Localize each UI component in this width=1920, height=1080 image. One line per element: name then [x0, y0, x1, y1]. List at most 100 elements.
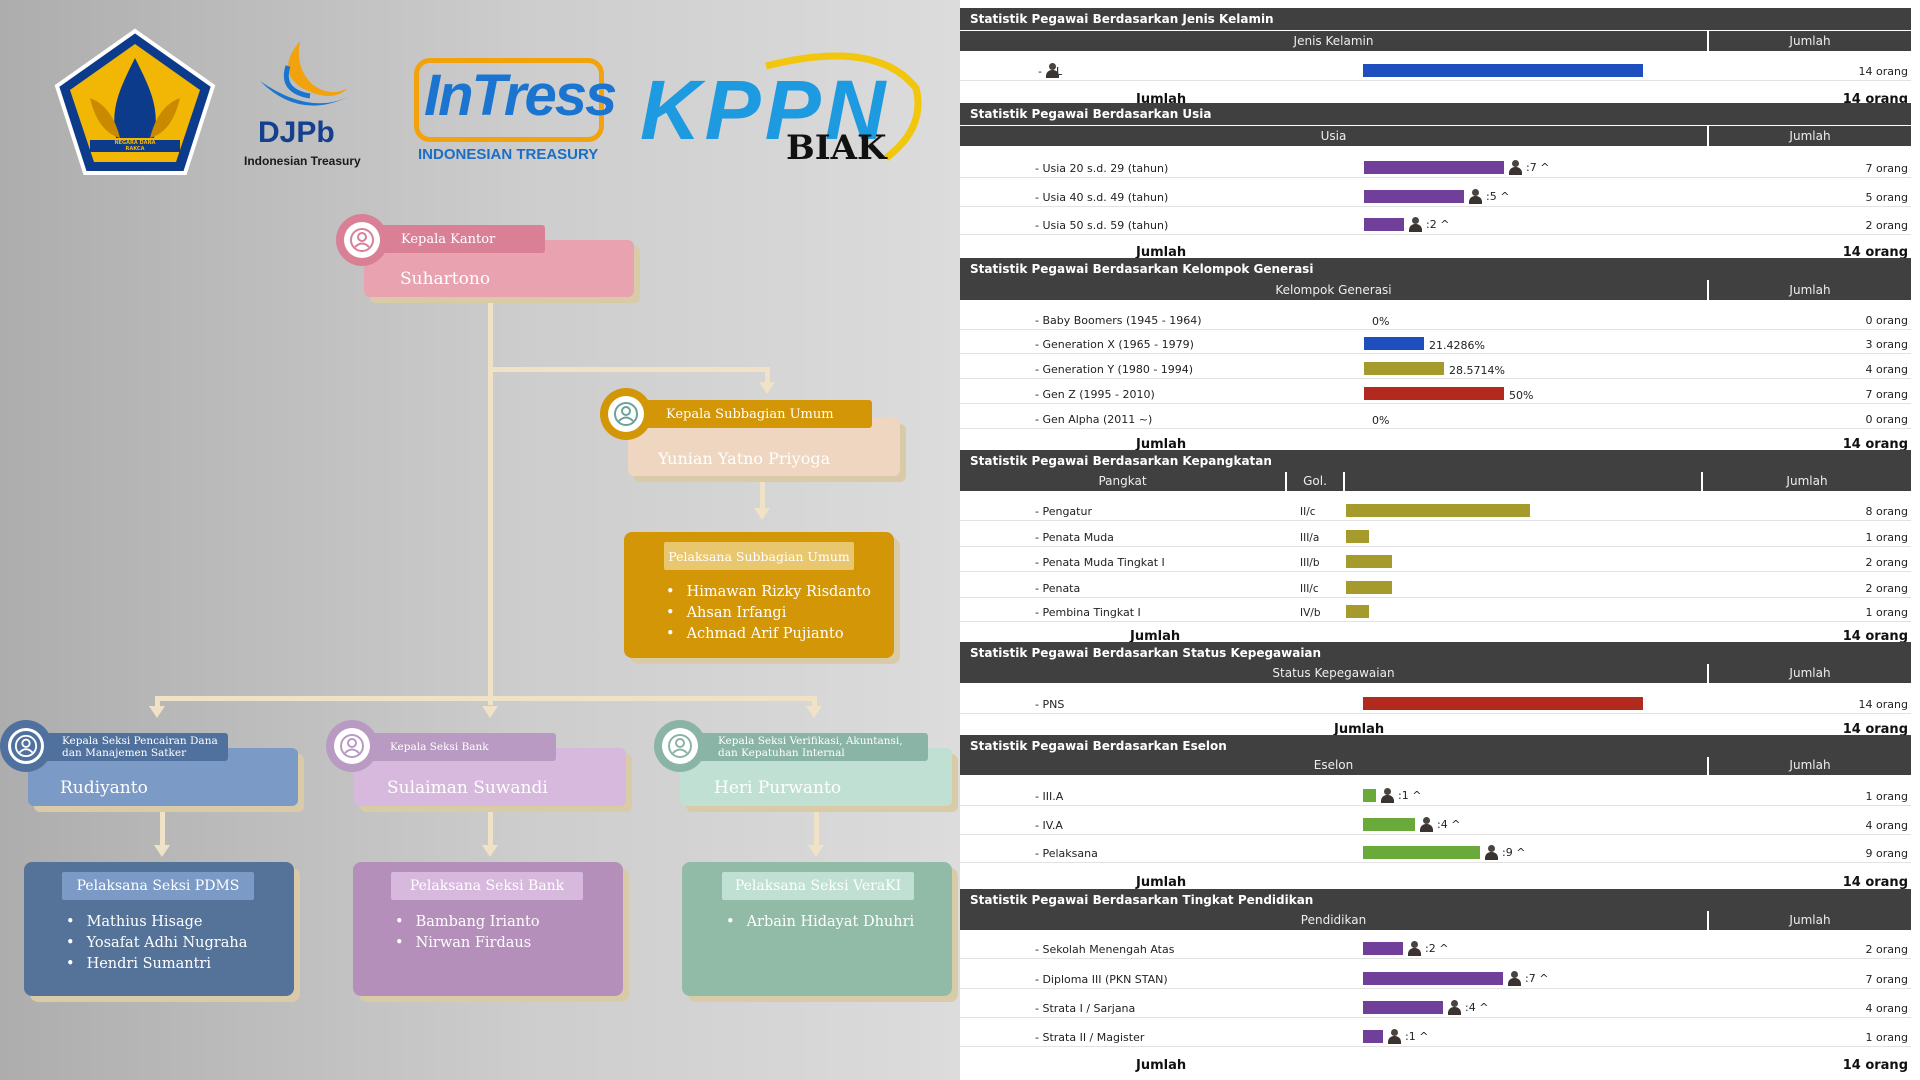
- data-bar: [1346, 504, 1530, 517]
- row-value: 8 orang: [1865, 505, 1908, 518]
- section-title: Statistik Pegawai Berdasarkan Status Kep…: [960, 642, 1911, 664]
- data-bar: [1346, 555, 1392, 568]
- row-label: - Sekolah Menengah Atas: [1035, 943, 1175, 956]
- row-label: - Penata Muda Tingkat I: [1035, 556, 1165, 569]
- row-label: - Gen Z (1995 - 2010): [1035, 388, 1155, 401]
- pelaksana-bank-list: Bambang Irianto Nirwan Firdaus: [395, 914, 540, 956]
- total-value: 14 orang: [1842, 875, 1908, 890]
- bar-count-label: :5 ^: [1486, 190, 1510, 203]
- connector-to-veraki-v: [812, 696, 817, 710]
- row-value: 7 orang: [1865, 162, 1908, 175]
- data-bar: [1364, 387, 1504, 400]
- row-divider: [960, 428, 1911, 429]
- column-header-jumlah: Jumlah: [1709, 31, 1911, 51]
- kasi-pdms-avatar: [0, 720, 52, 772]
- row-divider: [960, 520, 1911, 521]
- arrow-to-pelaksana-pdms: [154, 845, 170, 857]
- pelaksana-pdms-box: Pelaksana Seksi PDMS Mathius Hisage Yosa…: [24, 862, 294, 996]
- data-bar: [1363, 1001, 1443, 1014]
- data-bar: [1363, 818, 1415, 831]
- row-divider: [960, 206, 1911, 207]
- data-bar: [1364, 190, 1464, 203]
- row-golongan: III/b: [1300, 557, 1320, 569]
- kppn-biak-subtitle: BIAK: [786, 128, 887, 168]
- pelaksana-veraki-title: Pelaksana Seksi VeraKI: [722, 872, 914, 900]
- employee-statistics-panel: Statistik Pegawai Berdasarkan Jenis Kela…: [960, 0, 1920, 1080]
- kepala-kantor-name: Suhartono: [400, 269, 491, 289]
- total-label: Jumlah: [1130, 629, 1181, 644]
- row-value: 4 orang: [1865, 363, 1908, 376]
- pelaksana-pdms-title: Pelaksana Seksi PDMS: [62, 872, 254, 900]
- bar-percent-label: 50%: [1509, 389, 1534, 402]
- person-icon: [1507, 971, 1521, 986]
- connector-to-pdms-v: [155, 696, 160, 710]
- user-icon: [668, 734, 692, 758]
- arrow-to-kasi-veraki: [806, 706, 822, 718]
- kasi-veraki-avatar: [654, 720, 706, 772]
- row-divider: [960, 353, 1911, 354]
- bar-count-label: :4 ^: [1465, 1001, 1489, 1014]
- row-label: - Usia 20 s.d. 29 (tahun): [1035, 162, 1169, 175]
- arrow-to-pelaksana-umum: [754, 508, 770, 520]
- row-value: 4 orang: [1865, 1002, 1908, 1015]
- row-value: 14 orang: [1858, 65, 1908, 78]
- bar-count-label: :1 ^: [1398, 789, 1422, 802]
- kasi-pdms-title-line1: Kepala Seksi Pencairan Dana: [62, 735, 218, 747]
- row-golongan: IV/b: [1300, 607, 1321, 619]
- arrow-to-pelaksana-veraki: [808, 845, 824, 857]
- user-icon: [614, 402, 638, 426]
- kemenkeu-motto: NEGARA DANA RAKCA: [114, 140, 156, 152]
- kasi-pdms-name: Rudiyanto: [60, 778, 148, 798]
- total-label: Jumlah: [1136, 245, 1187, 260]
- kasi-veraki-name: Heri Purwanto: [714, 778, 842, 798]
- data-bar: [1346, 605, 1369, 618]
- row-value: 0 orang: [1865, 413, 1908, 426]
- pelaksana-bank-box: Pelaksana Seksi Bank Bambang Irianto Nir…: [353, 862, 623, 996]
- data-bar: [1363, 846, 1480, 859]
- column-header-gol: Gol.: [1287, 471, 1343, 491]
- row-value: 5 orang: [1865, 191, 1908, 204]
- user-icon: [340, 734, 364, 758]
- list-item: Yosafat Adhi Nugraha: [66, 935, 248, 956]
- row-divider: [960, 713, 1911, 714]
- kasubag-name: Yunian Yatno Priyoga: [658, 449, 831, 468]
- column-header-bar: [1345, 471, 1701, 491]
- kasi-pdms-title-line2: dan Manajemen Satker: [62, 747, 187, 759]
- pelaksana-umum-list: Himawan Rizky Risdanto Ahsan Irfangi Ach…: [666, 584, 871, 647]
- list-item: Mathius Hisage: [66, 914, 247, 935]
- data-bar: [1363, 64, 1643, 77]
- list-item: Ahsan Irfangi: [666, 605, 871, 626]
- bar-count-label: :2 ^: [1425, 942, 1449, 955]
- data-bar: [1346, 581, 1392, 594]
- row-divider: [960, 958, 1911, 959]
- row-label: - IV.A: [1035, 819, 1063, 832]
- total-value: 14 orang: [1842, 437, 1908, 452]
- column-header-category: Usia: [960, 126, 1707, 146]
- column-header-category: Kelompok Generasi: [960, 280, 1707, 300]
- intress-logo: InTress INDONESIAN TREASURY: [412, 52, 617, 172]
- person-icon: [1407, 941, 1421, 956]
- row-value: 3 orang: [1865, 338, 1908, 351]
- row-divider: [960, 988, 1911, 989]
- kemenkeu-logo: NEGARA DANA RAKCA: [50, 28, 220, 178]
- bar-count-label: :9 ^: [1502, 846, 1526, 859]
- person-icon: [1468, 189, 1482, 204]
- row-label: - III.A: [1035, 790, 1064, 803]
- bar-percent-label: 28.5714%: [1449, 364, 1505, 377]
- list-item: Himawan Rizky Risdanto: [666, 584, 871, 605]
- person-icon: [1408, 217, 1422, 232]
- row-value: 9 orang: [1865, 847, 1908, 860]
- row-divider: [960, 546, 1911, 547]
- bar-count-label: :7 ^: [1525, 972, 1549, 985]
- intress-name: InTress: [424, 63, 617, 128]
- bar-percent-label: 0%: [1372, 315, 1390, 328]
- bar-count-label: :4 ^: [1437, 818, 1461, 831]
- row-value: 1 orang: [1865, 790, 1908, 803]
- data-bar: [1364, 218, 1404, 231]
- row-value: 2 orang: [1865, 219, 1908, 232]
- row-divider: [960, 234, 1911, 235]
- connector-pdms-down: [160, 808, 165, 848]
- row-value: 1 orang: [1865, 606, 1908, 619]
- data-bar: [1363, 942, 1403, 955]
- list-item: Nirwan Firdaus: [395, 935, 540, 956]
